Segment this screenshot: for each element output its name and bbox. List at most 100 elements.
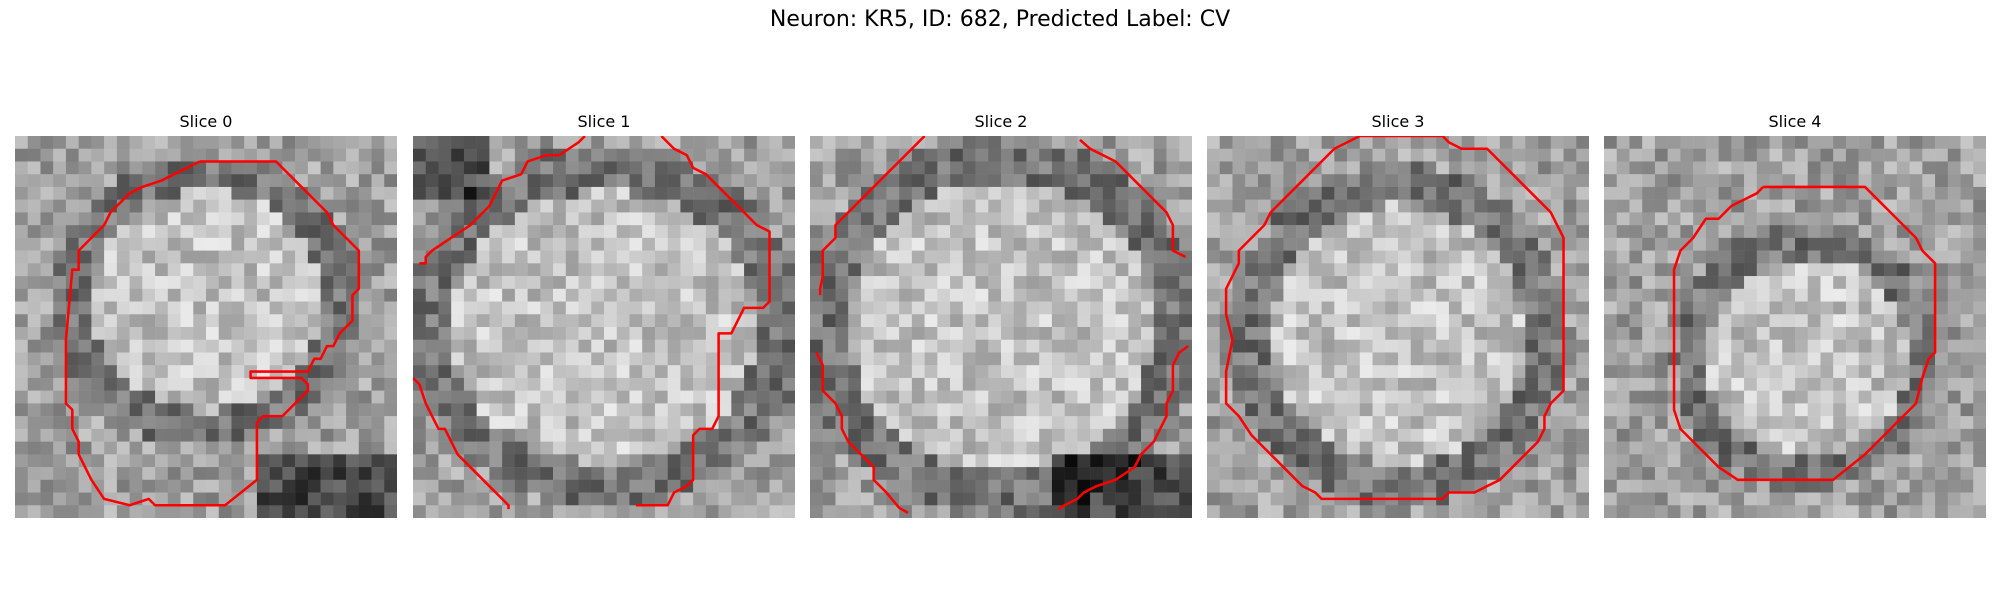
- em-pixel: [578, 174, 592, 188]
- em-pixel: [744, 403, 758, 417]
- em-pixel: [502, 339, 516, 353]
- em-pixel: [1654, 288, 1668, 302]
- em-pixel: [78, 199, 92, 213]
- em-pixel: [1499, 327, 1513, 340]
- em-pixel: [1845, 505, 1859, 518]
- slice-panel-1: Slice 1: [413, 112, 795, 518]
- em-pixel: [769, 505, 783, 518]
- em-pixel: [782, 136, 795, 149]
- em-pixel: [1219, 136, 1233, 149]
- em-pixel: [578, 327, 592, 340]
- em-pixel: [384, 276, 397, 290]
- em-pixel: [962, 276, 976, 290]
- em-pixel: [1296, 428, 1310, 442]
- em-pixel: [1347, 327, 1361, 340]
- em-pixel: [899, 237, 913, 251]
- em-pixel: [950, 441, 964, 455]
- em-pixel: [1795, 428, 1808, 442]
- em-pixel: [1960, 492, 1974, 506]
- em-pixel: [1499, 352, 1513, 366]
- em-pixel: [1334, 352, 1348, 366]
- em-pixel: [282, 505, 296, 518]
- em-pixel: [295, 352, 309, 366]
- em-pixel: [1039, 365, 1053, 379]
- em-pixel: [40, 148, 54, 162]
- em-pixel: [425, 416, 439, 430]
- em-pixel: [53, 161, 67, 175]
- em-pixel: [886, 428, 900, 442]
- em-pixel: [295, 288, 309, 302]
- em-pixel: [1705, 403, 1719, 417]
- em-pixel: [540, 225, 554, 239]
- em-pixel: [476, 416, 490, 430]
- em-pixel: [206, 492, 219, 506]
- em-pixel: [962, 148, 976, 162]
- em-pixel: [53, 428, 67, 442]
- em-pixel: [346, 148, 360, 162]
- em-pixel: [269, 225, 283, 239]
- em-pixel: [155, 250, 169, 264]
- em-pixel: [769, 276, 783, 290]
- em-pixel: [425, 225, 439, 239]
- em-pixel: [1576, 428, 1589, 442]
- em-pixel: [1128, 186, 1142, 200]
- em-pixel: [180, 199, 194, 213]
- em-pixel: [1283, 428, 1297, 442]
- em-pixel: [1153, 250, 1167, 264]
- em-pixel: [782, 403, 795, 417]
- em-pixel: [1769, 314, 1783, 328]
- em-pixel: [1973, 314, 1986, 328]
- em-pixel: [1922, 288, 1936, 302]
- em-pixel: [1960, 288, 1974, 302]
- em-pixel: [810, 301, 823, 315]
- em-pixel: [718, 454, 732, 468]
- em-pixel: [629, 250, 643, 264]
- em-pixel: [514, 403, 528, 417]
- em-pixel: [1423, 199, 1437, 213]
- em-pixel: [654, 377, 668, 391]
- em-pixel: [744, 225, 758, 239]
- em-pixel: [1359, 136, 1373, 149]
- em-pixel: [1525, 276, 1539, 290]
- em-pixel: [822, 225, 836, 239]
- em-pixel: [565, 352, 579, 366]
- em-pixel: [231, 403, 245, 417]
- em-pixel: [705, 403, 719, 417]
- em-pixel: [1153, 186, 1167, 200]
- em-pixel: [975, 288, 989, 302]
- em-pixel: [1845, 327, 1859, 340]
- em-pixel: [307, 136, 321, 149]
- em-pixel: [413, 492, 426, 506]
- em-pixel: [731, 148, 745, 162]
- em-pixel: [1499, 339, 1513, 353]
- em-pixel: [642, 390, 656, 404]
- em-pixel: [1487, 199, 1501, 213]
- em-pixel: [937, 428, 951, 442]
- em-pixel: [27, 161, 41, 175]
- em-pixel: [1115, 314, 1129, 328]
- em-pixel: [142, 136, 156, 149]
- em-pixel: [1398, 390, 1411, 404]
- em-pixel: [1833, 199, 1847, 213]
- em-pixel: [1833, 479, 1847, 493]
- em-pixel: [1115, 288, 1129, 302]
- em-pixel: [333, 186, 347, 200]
- em-pixel: [1410, 314, 1424, 328]
- em-pixel: [962, 479, 976, 493]
- em-pixel: [527, 377, 541, 391]
- em-pixel: [1334, 479, 1348, 493]
- em-pixel: [476, 352, 490, 366]
- em-pixel: [616, 301, 630, 315]
- em-pixel: [129, 479, 143, 493]
- em-pixel: [1166, 301, 1180, 315]
- em-pixel: [1642, 505, 1656, 518]
- em-pixel: [15, 237, 28, 251]
- em-pixel: [1833, 276, 1847, 290]
- em-pixel: [1563, 148, 1577, 162]
- em-pixel: [15, 136, 28, 149]
- em-pixel: [1525, 339, 1539, 353]
- em-pixel: [1604, 276, 1617, 290]
- em-pixel: [244, 250, 258, 264]
- em-pixel: [540, 212, 554, 226]
- em-pixel: [1321, 250, 1335, 264]
